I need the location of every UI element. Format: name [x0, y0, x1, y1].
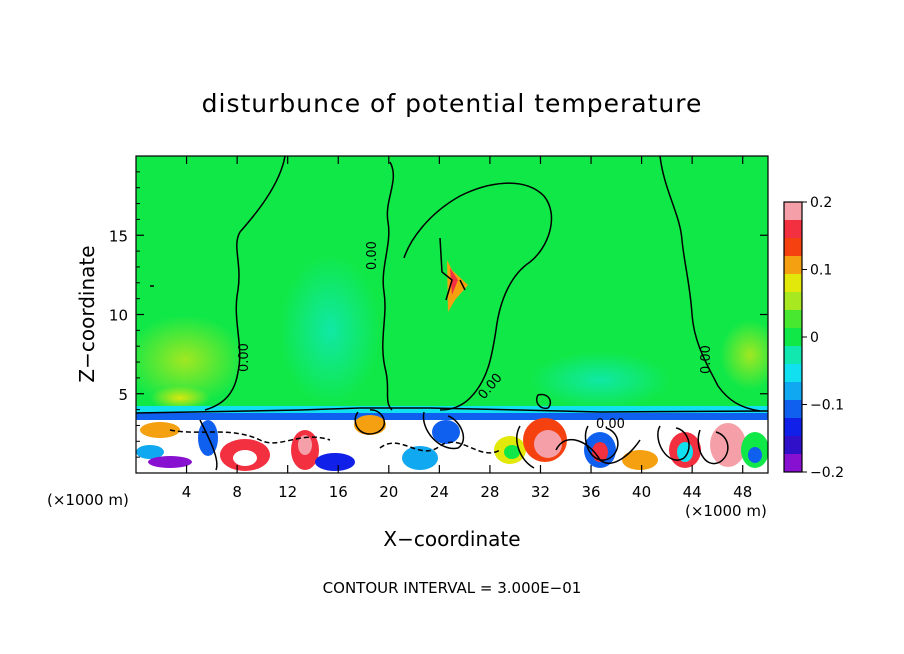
y-tick-label: 10	[109, 307, 128, 325]
anomaly-yellow-right	[720, 320, 768, 390]
colorbar-tick-label: −0.1	[810, 398, 844, 414]
contour-label: 0.00	[596, 417, 625, 432]
colorbar-segment	[784, 346, 802, 365]
x-tick-label: 36	[581, 483, 600, 501]
y-tick-label: 15	[109, 227, 128, 245]
x-axis-unit-left: (×1000 m)	[47, 491, 129, 509]
x-tick-label: 16	[329, 483, 348, 501]
boundary-layer-blue	[136, 413, 768, 420]
contour-interval-footer: CONTOUR INTERVAL = 3.000E−01	[323, 579, 582, 597]
contour-lines	[136, 156, 768, 471]
plot-area	[136, 156, 768, 473]
colorbar-segment	[784, 418, 802, 437]
x-tick-label: 48	[733, 483, 752, 501]
anomaly-yellow-bottom	[150, 386, 210, 410]
x-axis-unit-right: (×1000 m)	[685, 502, 767, 520]
x-tick-label: 4	[182, 483, 192, 501]
colorbar-segment	[784, 238, 802, 257]
contour-label: 0.00	[699, 345, 714, 374]
colorbar-tick-label: −0.2	[810, 465, 844, 481]
colorbar-segment	[784, 400, 802, 419]
colorbar-segment	[784, 382, 802, 401]
contour-label: 0.00	[237, 343, 252, 372]
colorbar-segment	[784, 310, 802, 329]
x-tick-label: 20	[379, 483, 398, 501]
boundary-layer-cyan	[136, 406, 768, 416]
x-tick-label: 40	[632, 483, 651, 501]
colorbar-segment	[784, 274, 802, 293]
colorbar-segment	[784, 454, 802, 473]
x-axis: 4 8 12 16 20 24 28 32 36 40 44 48	[182, 156, 752, 501]
x-axis-label: X−coordinate	[383, 527, 520, 551]
y-axis-label: Z−coordinate	[75, 245, 99, 382]
anomaly-yellow-left	[136, 315, 245, 405]
colorbar-tick-label: 0.2	[810, 195, 832, 211]
colorbar-segment	[784, 328, 802, 347]
colorbar-tick-label: 0	[810, 330, 819, 346]
x-tick-label: 44	[683, 483, 702, 501]
anomaly-cyan-right	[530, 352, 670, 408]
x-tick-label: 24	[430, 483, 449, 501]
y-axis: 5 10 15	[109, 171, 768, 458]
colorbar-segment	[784, 292, 802, 311]
colorbar-segment	[784, 220, 802, 239]
colorbar-segment	[784, 436, 802, 455]
x-tick-label: 12	[278, 483, 297, 501]
x-tick-label: 32	[531, 483, 550, 501]
x-tick-label: 8	[232, 483, 242, 501]
x-tick-label: 28	[480, 483, 499, 501]
contour-label: 0.00	[365, 241, 380, 270]
colorbar-segment	[784, 202, 802, 221]
colorbar-tick-label: 0.1	[810, 263, 832, 279]
contour-labels: 0.00 0.00 0.00 0.00 0.00	[237, 241, 714, 432]
y-tick-label: 5	[118, 386, 128, 404]
colorbar-segment	[784, 364, 802, 383]
colorbar-segment	[784, 256, 802, 275]
colorbar: 0.2 0.1 0 −0.1 −0.2	[783, 195, 844, 481]
chart-title: disturbunce of potential temperature	[202, 89, 703, 118]
anomaly-cyan-left	[280, 255, 380, 405]
